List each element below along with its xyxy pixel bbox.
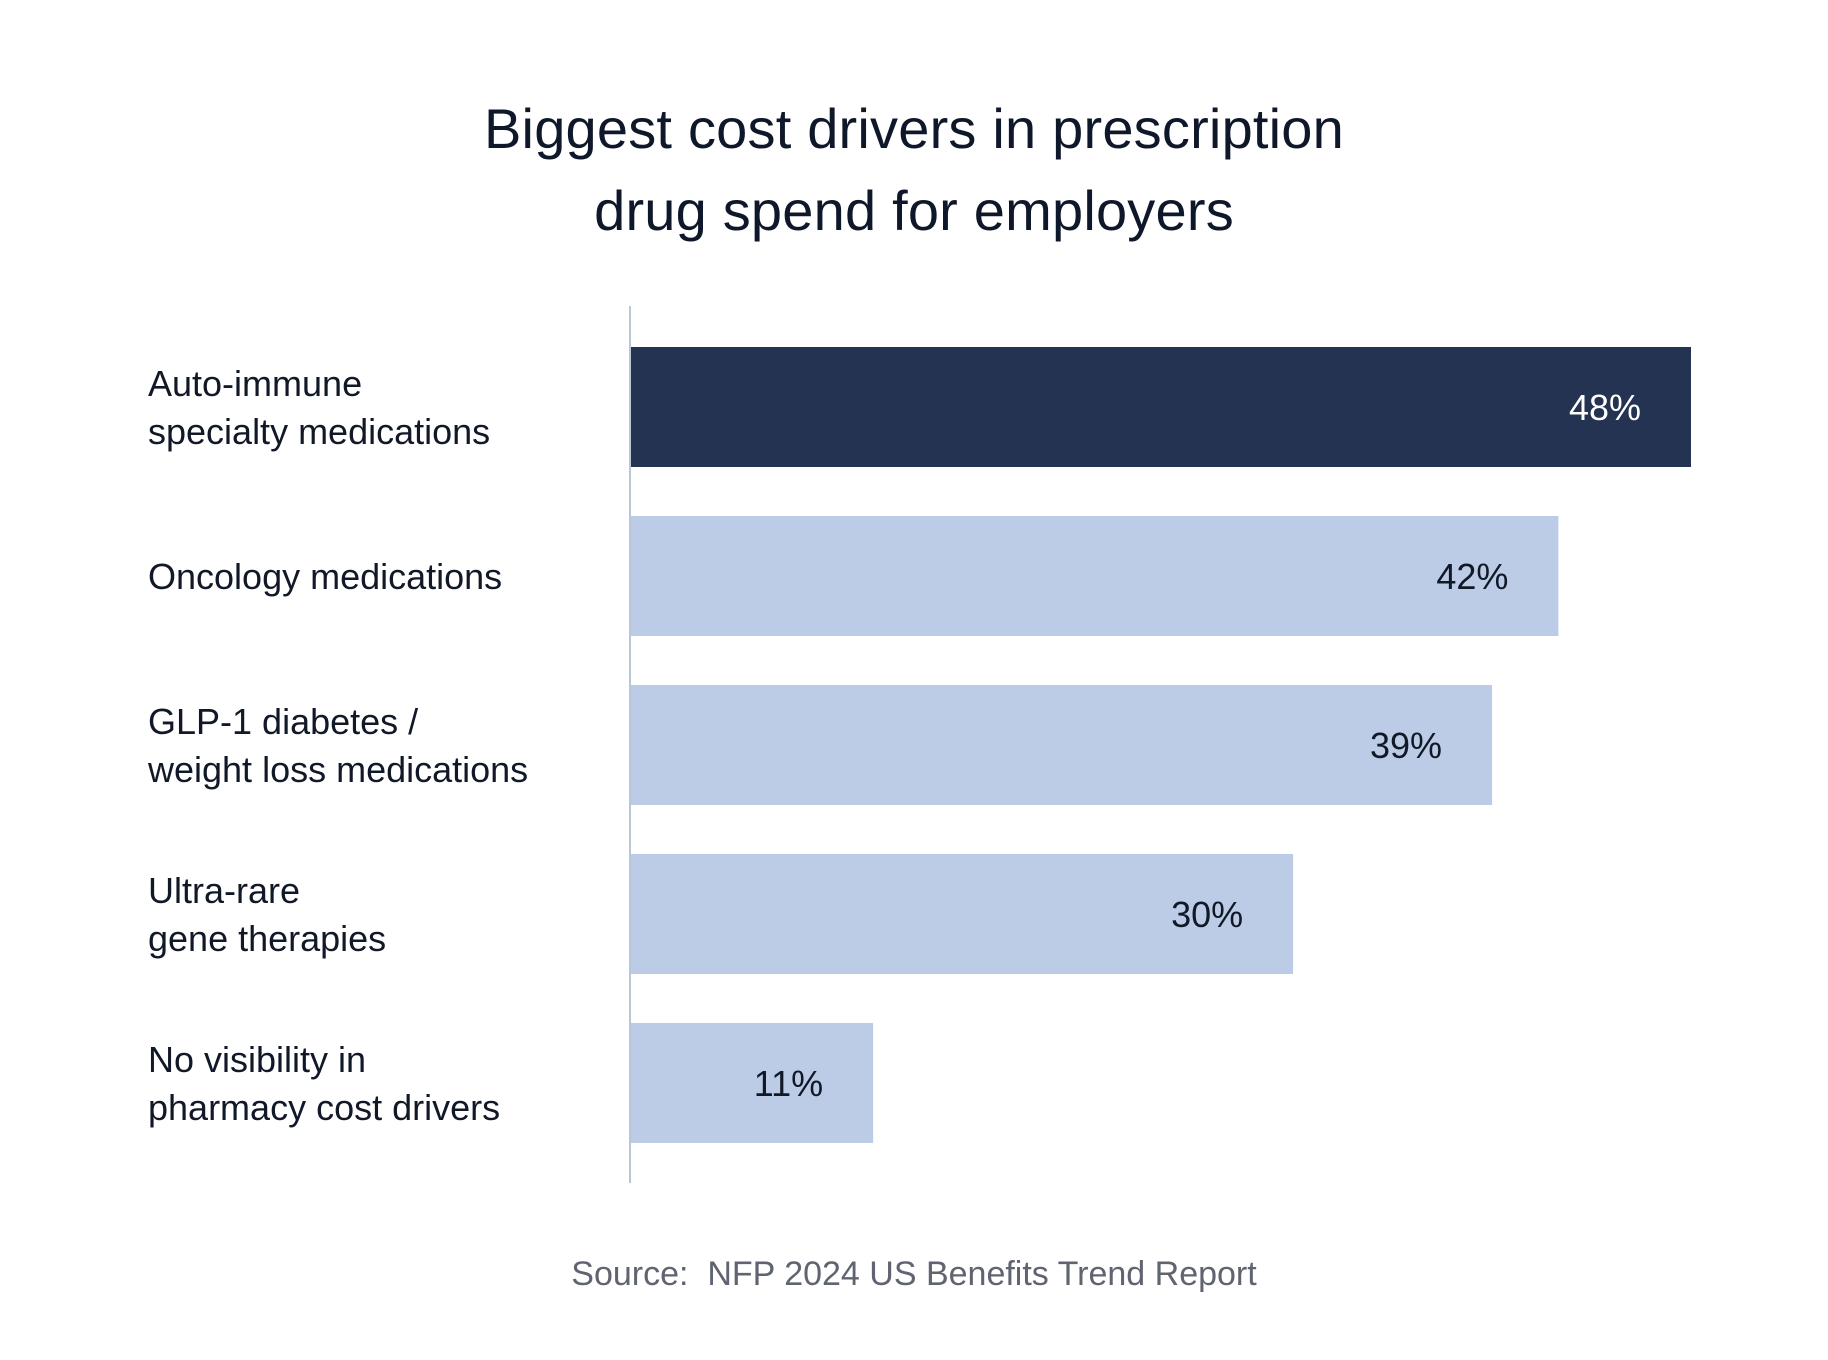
plot-area: 48% Auto-immune specialty medications 42% On… bbox=[147, 306, 1691, 1183]
bar-2 bbox=[630, 516, 1559, 636]
category-label-1: Auto-immune specialty medications bbox=[148, 363, 490, 452]
category-label-line: Auto-immune bbox=[148, 363, 362, 404]
category-label-3: GLP-1 diabetes / weight loss medications bbox=[147, 701, 528, 790]
bar-3 bbox=[630, 685, 1493, 805]
category-label-line: No visibility in bbox=[148, 1039, 366, 1080]
category-label-2: Oncology medications bbox=[148, 556, 502, 597]
category-label-5: No visibility in pharmacy cost drivers bbox=[148, 1039, 500, 1128]
chart-title: Biggest cost drivers in prescription dru… bbox=[0, 88, 1828, 252]
bar-value-label-3: 39% bbox=[1370, 725, 1442, 766]
bar-value-label-1: 48% bbox=[1569, 387, 1641, 428]
category-label-line: GLP-1 diabetes / bbox=[148, 701, 418, 742]
bar-5 bbox=[630, 1023, 874, 1143]
category-label-line: Oncology medications bbox=[148, 556, 502, 597]
source-note: Source: NFP 2024 US Benefits Trend Repor… bbox=[571, 1255, 1257, 1293]
bar-1 bbox=[630, 347, 1691, 467]
bar-4 bbox=[630, 854, 1294, 974]
chart-title-line-2: drug spend for employers bbox=[594, 179, 1234, 242]
bar-value-label-4: 30% bbox=[1171, 894, 1243, 935]
category-label-line: gene therapies bbox=[148, 918, 386, 959]
chart-title-line-1: Biggest cost drivers in prescription bbox=[484, 97, 1344, 160]
category-label-line: weight loss medications bbox=[147, 749, 528, 790]
category-label-4: Ultra-rare gene therapies bbox=[148, 870, 386, 959]
bar-value-label-2: 42% bbox=[1436, 556, 1508, 597]
bar-value-label-5: 11% bbox=[754, 1063, 823, 1104]
category-label-line: specialty medications bbox=[148, 411, 490, 452]
category-label-line: Ultra-rare bbox=[148, 870, 300, 911]
category-label-line: pharmacy cost drivers bbox=[148, 1087, 500, 1128]
